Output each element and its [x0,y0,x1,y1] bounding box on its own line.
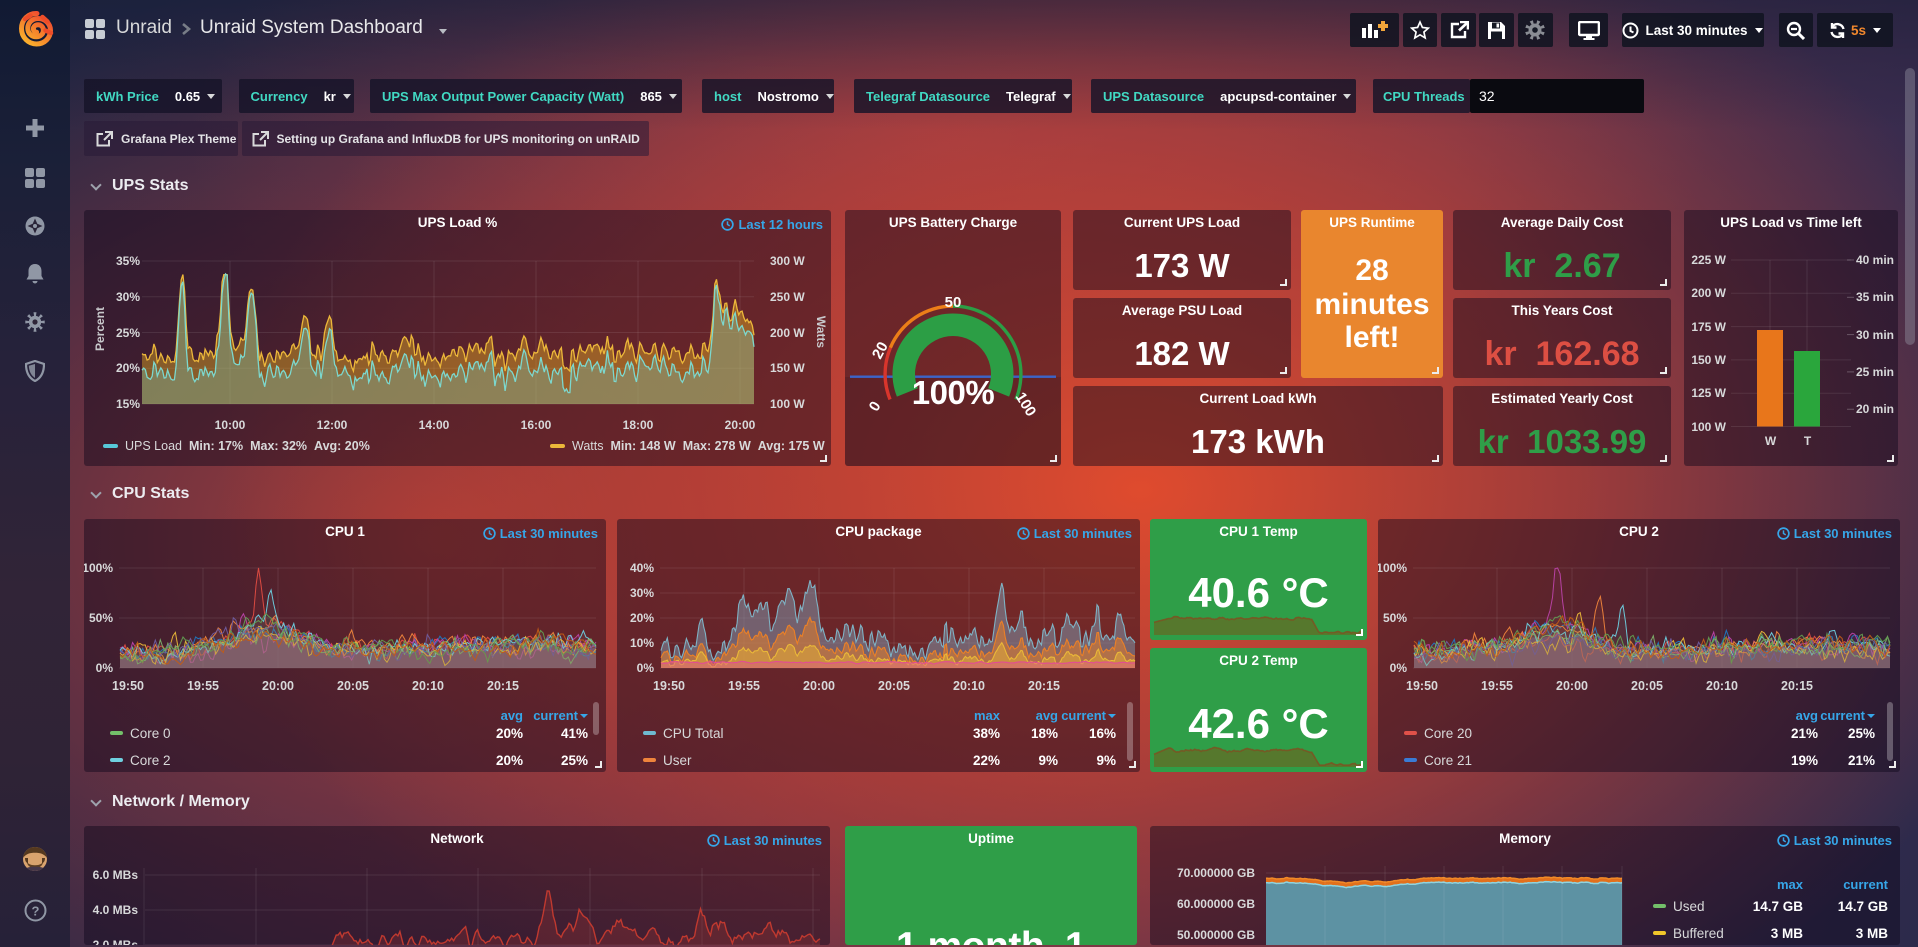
svg-text:?: ? [32,904,40,919]
